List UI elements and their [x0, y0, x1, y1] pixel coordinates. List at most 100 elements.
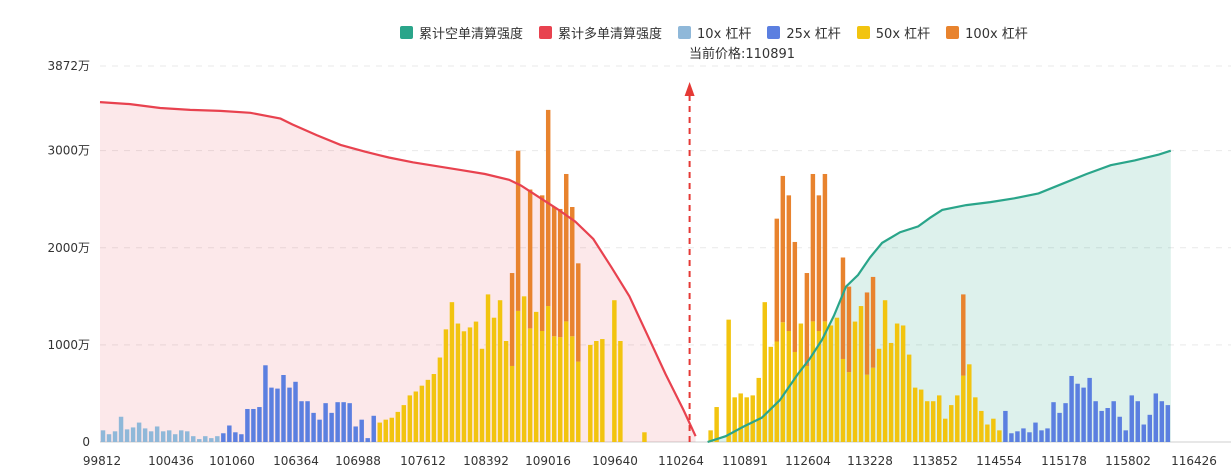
- bar-lev25: [251, 408, 256, 442]
- bar-lev50: [792, 351, 798, 442]
- bar-lev10: [100, 430, 106, 442]
- legend-item-lev25[interactable]: 25x 杠杆: [767, 23, 841, 42]
- bar-lev10: [148, 431, 154, 442]
- bar-lev25: [1039, 430, 1044, 442]
- bar-lev25: [1153, 393, 1159, 442]
- bar-lev25: [1033, 422, 1038, 442]
- bar-lev100: [564, 173, 569, 322]
- bar-lev50: [979, 410, 984, 442]
- bar-lev50: [594, 341, 599, 442]
- bar-lev50: [876, 348, 882, 442]
- bar-lev10: [215, 436, 220, 442]
- bar-lev25: [317, 419, 322, 442]
- bar-lev10: [136, 422, 142, 442]
- x-tick-label: 106364: [273, 454, 319, 468]
- bar-lev50: [834, 317, 840, 442]
- x-tick-label: 116426: [1171, 454, 1217, 468]
- bar-lev50: [816, 331, 822, 442]
- bar-lev25: [305, 401, 310, 442]
- bar-lev25: [287, 387, 292, 442]
- legend-item-lev10[interactable]: 10x 杠杆: [678, 23, 751, 42]
- bar-lev100: [864, 292, 870, 375]
- legend-item-short[interactable]: 累计空单清算强度: [400, 23, 523, 42]
- bar-lev100: [527, 189, 533, 329]
- x-tick-label: 115178: [1041, 454, 1087, 468]
- x-tick-label: 110264: [658, 454, 704, 468]
- bar-lev25: [1081, 387, 1086, 442]
- bar-lev10: [118, 416, 124, 442]
- legend-swatch-lev50: [856, 25, 870, 39]
- bar-lev10: [160, 431, 166, 442]
- bar-lev25: [293, 381, 298, 442]
- bar-lev100: [792, 241, 798, 352]
- bar-lev100: [570, 207, 575, 337]
- bar-lev50: [774, 341, 780, 442]
- bar-lev50: [864, 374, 870, 442]
- bar-lev50: [491, 317, 497, 442]
- long-liq-line: [99, 101, 697, 437]
- y-tick-label: 3872万: [47, 59, 90, 73]
- bar-lev50: [527, 328, 533, 442]
- bar-lev25: [1069, 375, 1074, 442]
- x-tick-label: 113852: [912, 454, 958, 468]
- bar-lev50: [449, 302, 455, 442]
- bar-lev50: [419, 385, 425, 442]
- x-tick-label: 107612: [400, 454, 446, 468]
- y-tick-label: 0: [82, 435, 90, 449]
- x-tick-label: 100436: [148, 454, 194, 468]
- bar-lev10: [185, 431, 190, 442]
- bar-lev25: [1051, 402, 1056, 442]
- legend-label-lev50: 50x 杠杆: [875, 26, 931, 42]
- bar-lev50: [900, 325, 906, 442]
- bar-lev50: [973, 397, 978, 442]
- bar-lev25: [1129, 395, 1134, 442]
- bar-lev10: [172, 434, 178, 442]
- bar-lev25: [1045, 428, 1050, 442]
- legend-item-lev50[interactable]: 50x 杠杆: [856, 23, 931, 42]
- bar-lev100: [545, 109, 551, 307]
- bar-lev10: [130, 427, 136, 442]
- bar-lev50: [564, 321, 569, 442]
- bar-lev50: [894, 323, 900, 442]
- legend-swatch-lev10: [678, 25, 692, 39]
- bar-lev50: [991, 418, 996, 442]
- bar-lev50: [642, 432, 647, 442]
- bar-lev25: [1135, 401, 1140, 442]
- bar-lev25: [1105, 408, 1110, 442]
- y-tick-label: 3000万: [47, 144, 90, 158]
- bar-lev50: [570, 336, 575, 442]
- x-tick-label: 106988: [335, 454, 381, 468]
- legend-item-lev100[interactable]: 100x 杠杆: [946, 23, 1028, 42]
- x-tick-label: 114554: [976, 454, 1022, 468]
- legend-item-long[interactable]: 累计多单清算强度: [539, 23, 662, 42]
- bar-lev50: [985, 424, 990, 442]
- bar-lev50: [949, 405, 954, 442]
- bar-lev50: [714, 407, 719, 442]
- bar-lev25: [311, 412, 316, 442]
- bar-lev25: [1099, 410, 1104, 442]
- bar-lev50: [828, 325, 834, 442]
- bar-lev25: [1111, 401, 1116, 442]
- x-tick-label: 113228: [847, 454, 893, 468]
- bar-lev50: [437, 357, 443, 442]
- bar-lev10: [203, 436, 208, 442]
- bar-lev50: [840, 358, 846, 442]
- bar-lev100: [557, 208, 563, 338]
- bar-lev50: [846, 372, 852, 442]
- bar-lev50: [557, 337, 563, 442]
- bar-lev10: [209, 438, 214, 442]
- bar-lev50: [750, 395, 755, 442]
- bar-lev50: [377, 422, 382, 442]
- bar-lev50: [967, 364, 972, 442]
- y-tick-label: 1000万: [47, 338, 90, 352]
- bar-lev100: [774, 218, 780, 342]
- bar-lev100: [810, 173, 816, 322]
- bar-lev100: [816, 195, 822, 332]
- bar-lev50: [912, 387, 918, 442]
- bar-lev25: [335, 402, 340, 442]
- bar-lev50: [882, 300, 888, 442]
- bar-lev25: [281, 374, 286, 442]
- bar-lev50: [455, 323, 461, 442]
- bar-lev100: [786, 195, 792, 332]
